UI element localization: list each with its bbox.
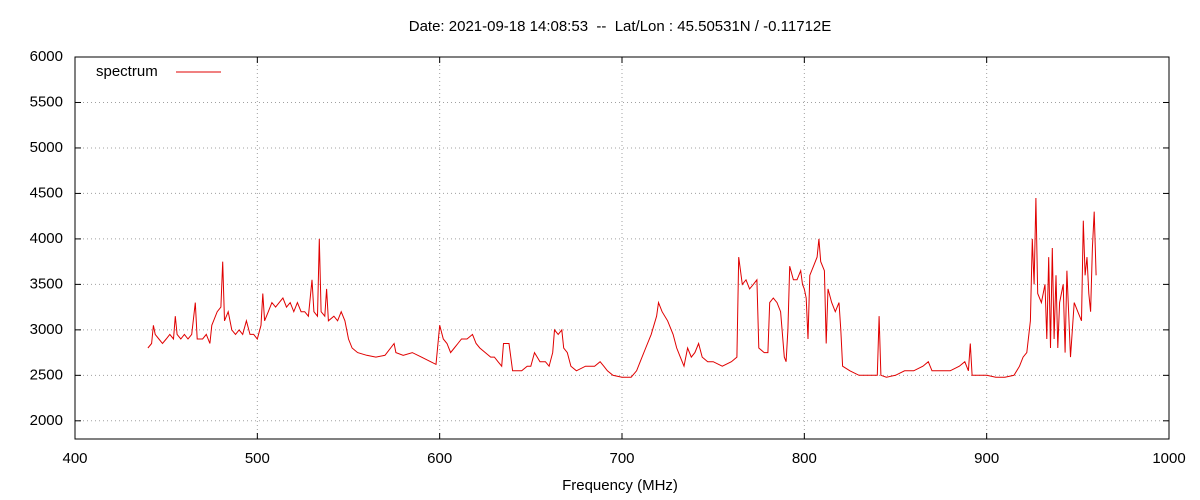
x-tick-label: 900	[974, 450, 999, 467]
chart-title: Date: 2021-09-18 14:08:53 -- Lat/Lon : 4…	[409, 18, 832, 35]
x-tick-label: 700	[609, 450, 634, 467]
line-series	[147, 197, 1097, 378]
legend-label: spectrum	[96, 63, 158, 80]
x-tick-label: 500	[245, 450, 270, 467]
x-tick-label: 1000	[1152, 450, 1185, 467]
y-tick-label: 3500	[30, 275, 63, 292]
y-tick-label: 4000	[30, 230, 63, 247]
y-tick-label: 6000	[30, 48, 63, 65]
y-tick-label: 3000	[30, 321, 63, 338]
plot-frame	[74, 56, 1170, 440]
y-tick-label: 2500	[30, 366, 63, 383]
y-tick-label: 2000	[30, 412, 63, 429]
y-tick-label: 4500	[30, 184, 63, 201]
x-tick-label: 600	[427, 450, 452, 467]
y-tick-label: 5000	[30, 139, 63, 156]
x-axis-label: Frequency (MHz)	[562, 477, 678, 494]
x-tick-label: 400	[62, 450, 87, 467]
x-tick-label: 800	[792, 450, 817, 467]
y-tick-label: 5500	[30, 93, 63, 110]
